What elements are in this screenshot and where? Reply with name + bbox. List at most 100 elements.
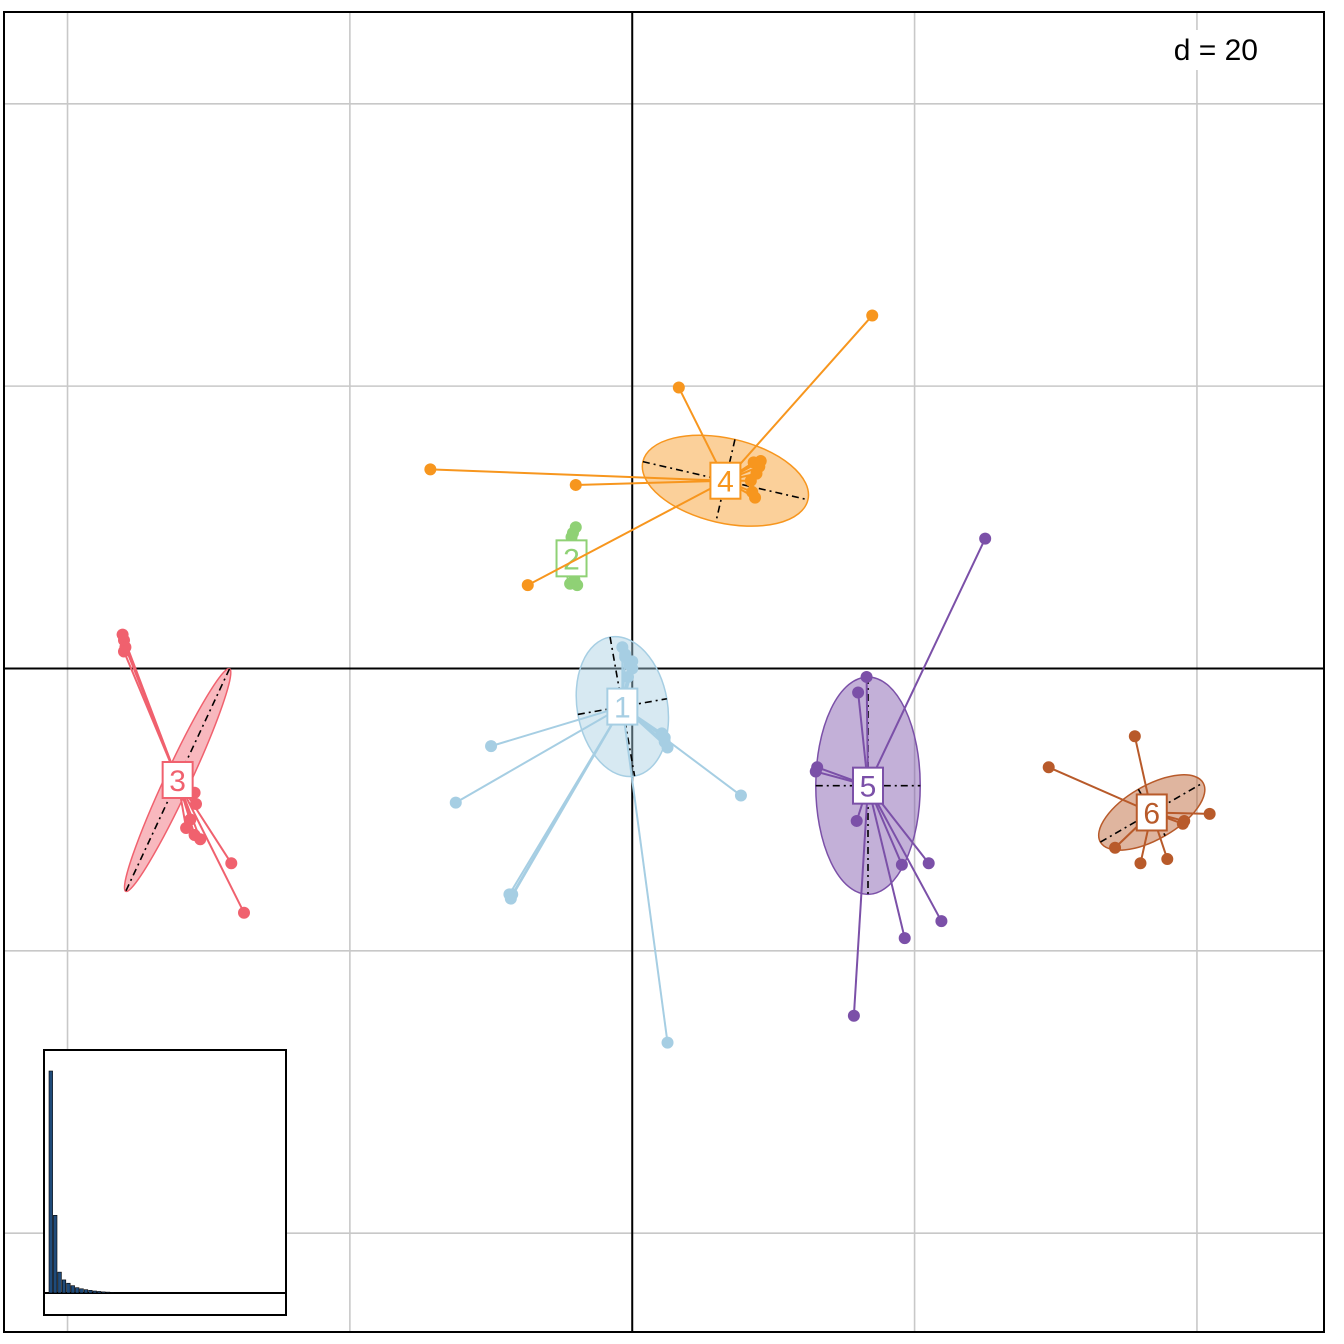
groups: 1 2 3 4 5 6 [116,309,1216,1049]
eigenvalue-inset [43,1049,287,1316]
data-point [188,829,201,842]
data-point [661,741,674,754]
group-label: 6 [1143,797,1160,830]
data-point [571,579,584,592]
eigenvalue-bar [97,1291,102,1294]
data-point [449,796,462,809]
data-point [922,857,935,870]
eigenvalue-bar [57,1271,62,1294]
group-label: 2 [563,543,580,576]
data-point [1128,730,1141,743]
data-point [118,645,130,658]
data-point [852,686,865,699]
eigenvalue-bar [110,1292,115,1294]
eigenvalue-bar [88,1290,93,1294]
group-segment [527,479,726,587]
data-point [569,521,582,534]
group-segment [867,785,906,939]
data-point [749,491,762,504]
group-label-box [161,761,194,799]
data-point [895,858,908,871]
data-point [744,474,757,487]
eigenvalue-bar [75,1287,80,1294]
group-segment [867,538,987,787]
group-1: 1 [449,635,747,1049]
group-label-box [852,766,884,805]
eigenvalue-bar [70,1285,75,1294]
data-point [672,381,685,394]
eigenvalue-bar [79,1288,84,1294]
group-label-box [606,687,639,726]
data-point [225,857,238,870]
group-segment [724,314,873,482]
data-point [734,789,747,802]
data-point [569,478,582,491]
data-point [1109,841,1122,854]
eigenvalue-bar [114,1292,119,1294]
group-segment [1048,766,1153,814]
ellipse-minor-axis [715,439,736,523]
eigenvalue-bar [53,1215,58,1294]
group-segment [455,705,623,804]
eigenvalue-bar [101,1291,106,1294]
data-point [1134,857,1147,870]
group-segment [575,479,726,486]
data-point [979,532,992,545]
data-point [935,915,948,928]
group-2: 2 [555,521,588,592]
data-point [485,740,498,753]
group-label: 1 [614,692,631,725]
scale-label-bg [1160,30,1270,70]
group-label-box [555,539,588,578]
data-point [238,906,250,919]
data-point [521,579,534,592]
group-segment [123,651,179,781]
group-label: 5 [860,771,877,804]
data-point [809,765,822,778]
ellipse-major-axis [1100,782,1204,843]
scale-label: d = 20 [1174,34,1258,67]
ellipse-major-axis [642,460,809,501]
data-point [866,309,879,322]
group-segment [852,785,869,1016]
data-point [424,463,437,476]
data-point [1176,817,1189,830]
data-point [1161,853,1174,866]
group-segment [621,706,669,1043]
data-point [506,888,519,901]
eigenvalue-bar [61,1279,67,1294]
group-segment [430,468,726,482]
group-5: 5 [809,532,992,1022]
group-label-box [709,461,742,500]
plot-frame [3,11,1325,1333]
eigenvalue-bar [92,1290,97,1294]
eigenvalue-bar [48,1070,53,1294]
eigenvalue-bar [83,1289,89,1294]
group-3: 3 [116,628,250,919]
data-point [180,822,193,834]
data-point [622,670,634,683]
data-point [898,932,911,945]
group-segment [176,779,245,914]
group-6: 6 [1042,730,1216,870]
data-point [850,814,863,827]
data-point [626,655,639,668]
group-segment [490,705,623,748]
group-label-box [1135,793,1168,832]
group-4: 4 [424,309,879,592]
group-segment [511,706,624,895]
eigenvalue-bar [105,1291,111,1294]
data-point [847,1009,860,1022]
data-point [661,1036,674,1049]
inset-frame [43,1049,287,1316]
data-point [1042,761,1055,774]
data-point [860,670,873,683]
data-point [754,454,767,467]
data-point [655,727,668,740]
group-label: 3 [169,765,186,798]
eigenvalue-bar [66,1282,71,1294]
group-segment [867,785,943,922]
group-label: 4 [717,466,734,499]
data-point [190,798,202,810]
